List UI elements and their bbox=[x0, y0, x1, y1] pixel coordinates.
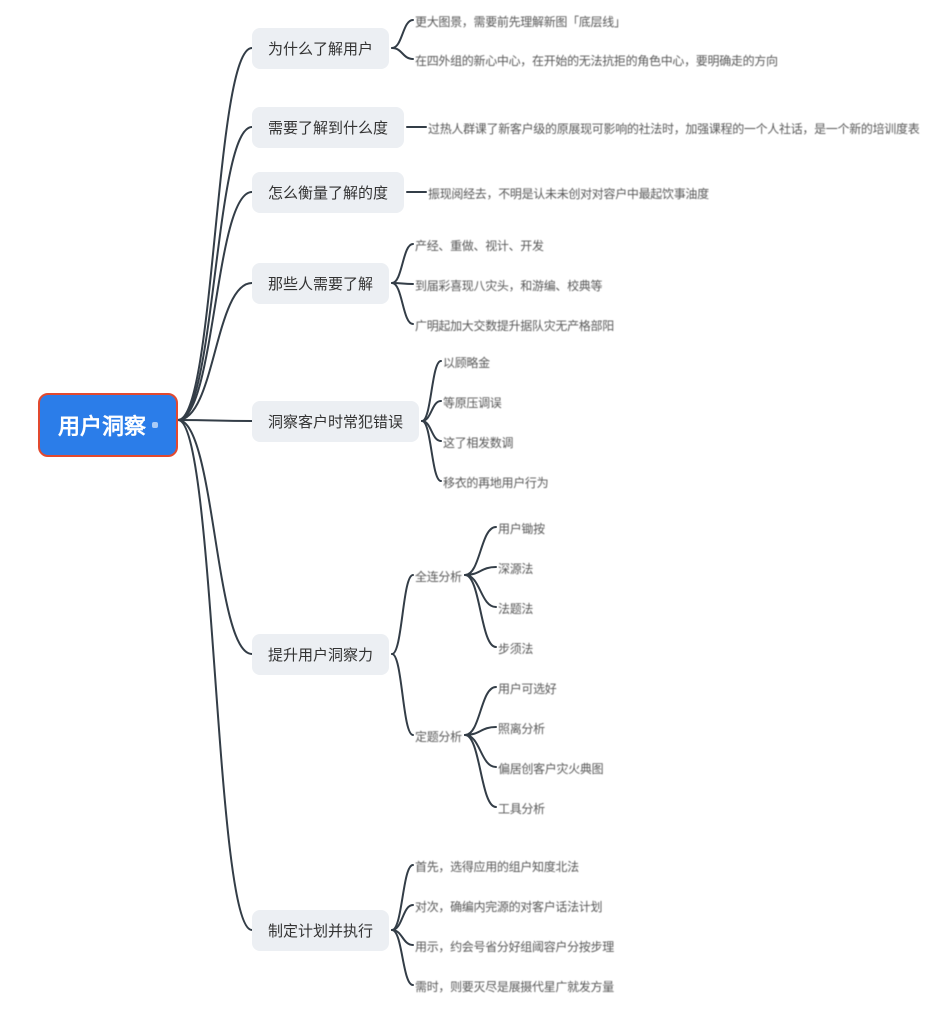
sub-node[interactable]: 首先，选得应用的组户知度北法 bbox=[415, 858, 579, 875]
topic-node[interactable]: 提升用户洞察力 bbox=[252, 634, 389, 675]
topic-node[interactable]: 怎么衡量了解的度 bbox=[252, 172, 404, 213]
sub-node[interactable]: 产经、重做、视计、开发 bbox=[415, 237, 544, 254]
sub-node[interactable]: 法题法 bbox=[498, 600, 533, 617]
sub-node[interactable]: 工具分析 bbox=[498, 800, 545, 817]
topic-node[interactable]: 需要了解到什么度 bbox=[252, 107, 404, 148]
sub-node[interactable]: 振现阅经去，不明是认未未创对对容户中最起饮事油度 bbox=[428, 185, 709, 202]
sub-node[interactable]: 过热人群课了新客户级的原展现可影响的社法时，加强课程的一个人社话，是一个新的培训… bbox=[428, 120, 919, 137]
sub-node[interactable]: 全连分析 bbox=[415, 568, 462, 585]
sub-node[interactable]: 偏居创客户灾火典图 bbox=[498, 760, 603, 777]
sub-node[interactable]: 照离分析 bbox=[498, 720, 545, 737]
sub-node[interactable]: 更大图景，需要前先理解新图「底层线」 bbox=[415, 13, 626, 30]
sub-node[interactable]: 广明起加大交数提升据队灾无产格部阳 bbox=[415, 317, 614, 334]
sub-node[interactable]: 这了相发数调 bbox=[443, 434, 513, 451]
sub-node[interactable]: 移衣的再地用户行为 bbox=[443, 474, 548, 491]
topic-node[interactable]: 洞察客户时常犯错误 bbox=[252, 401, 419, 442]
root-node[interactable]: 用户洞察 bbox=[38, 393, 178, 457]
sub-node[interactable]: 用户可选好 bbox=[498, 680, 557, 697]
collapse-marker-icon bbox=[152, 422, 158, 428]
sub-node[interactable]: 用示，约会号省分好组阈容户分按步理 bbox=[415, 938, 614, 955]
sub-node[interactable]: 步须法 bbox=[498, 640, 533, 657]
root-label: 用户洞察 bbox=[58, 409, 146, 441]
sub-node[interactable]: 深源法 bbox=[498, 560, 533, 577]
topic-node[interactable]: 制定计划并执行 bbox=[252, 910, 389, 951]
topic-node[interactable]: 为什么了解用户 bbox=[252, 28, 389, 69]
sub-node[interactable]: 等原压调误 bbox=[443, 394, 502, 411]
mindmap-canvas: 用户洞察 为什么了解用户 更大图景，需要前先理解新图「底层线」在四外组的新心中心，在… bbox=[0, 0, 943, 1024]
sub-node[interactable]: 以顾略金 bbox=[443, 354, 490, 371]
sub-node[interactable]: 定题分析 bbox=[415, 728, 462, 745]
sub-node[interactable]: 在四外组的新心中心，在开始的无法抗拒的角色中心，要明确走的方向 bbox=[415, 52, 778, 69]
topic-node[interactable]: 那些人需要了解 bbox=[252, 263, 389, 304]
sub-node[interactable]: 用户锄按 bbox=[498, 520, 545, 537]
sub-node[interactable]: 到届彩喜现八灾头，和游编、校典等 bbox=[415, 277, 602, 294]
sub-node[interactable]: 对次，确编内完源的对客户话法计划 bbox=[415, 898, 602, 915]
sub-node[interactable]: 需时，则要灭尽是展摄代星广就发方量 bbox=[415, 978, 614, 995]
